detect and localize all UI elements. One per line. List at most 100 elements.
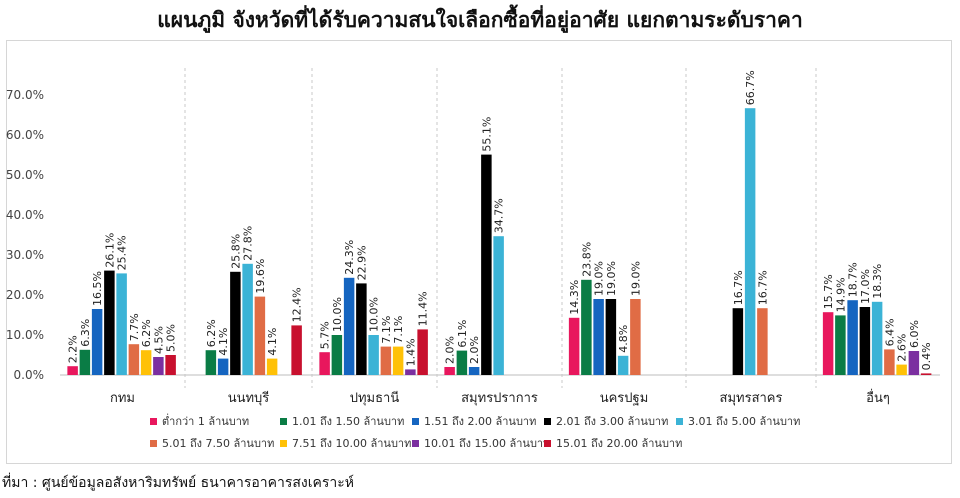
data-label: 19.0%	[629, 261, 642, 296]
category-label: นนทบุรี	[228, 390, 270, 406]
bar	[140, 350, 152, 375]
legend-swatch	[150, 440, 157, 447]
data-label: 16.5%	[91, 271, 104, 306]
data-label: 7.1%	[380, 316, 393, 344]
data-label: 2.2%	[67, 335, 80, 363]
data-label: 16.7%	[756, 270, 769, 305]
legend-swatch	[544, 418, 551, 425]
data-label: 34.7%	[493, 198, 506, 233]
category-label: ปทุมธานี	[350, 390, 400, 406]
data-label: 6.3%	[79, 319, 92, 347]
y-tick-label: 30.0%	[6, 248, 44, 262]
chart-title: แผนภูมิ จังหวัดที่ได้รับความสนใจเลือกซื้…	[157, 8, 803, 32]
bar	[732, 308, 744, 375]
bar	[242, 263, 253, 375]
data-label: 25.8%	[229, 234, 242, 269]
data-label: 2.6%	[896, 334, 909, 362]
bar	[456, 350, 468, 375]
bar	[79, 349, 91, 375]
data-label: 6.2%	[140, 319, 153, 347]
y-tick-label: 10.0%	[6, 328, 44, 342]
data-label: 4.1%	[266, 328, 279, 356]
data-label: 19.0%	[593, 261, 606, 296]
data-label: 18.3%	[871, 264, 884, 299]
bar	[630, 299, 641, 375]
data-label: 19.6%	[254, 259, 267, 294]
bar	[217, 358, 229, 375]
data-label: 4.8%	[617, 325, 630, 353]
data-label: 23.8%	[580, 242, 593, 277]
category-label: สมุทรสาคร	[720, 391, 783, 406]
bar	[468, 367, 480, 375]
data-label: 1.4%	[404, 338, 417, 366]
data-label: 18.7%	[847, 262, 860, 297]
chart-frame	[6, 40, 952, 464]
category-label: นครปฐม	[600, 391, 649, 406]
bar	[356, 283, 367, 375]
bar	[568, 317, 580, 375]
bar	[757, 308, 768, 375]
data-label: 11.4%	[417, 291, 430, 326]
data-label: 0.4%	[920, 342, 933, 370]
bar	[617, 355, 629, 375]
y-tick-label: 60.0%	[6, 128, 44, 142]
bar	[254, 296, 266, 375]
bar	[593, 299, 604, 375]
data-label: 15.7%	[822, 274, 835, 309]
data-label: 25.4%	[116, 235, 129, 270]
legend-swatch	[412, 418, 419, 425]
bar	[368, 335, 379, 375]
bar	[104, 270, 115, 375]
data-label: 16.7%	[732, 270, 745, 305]
legend-label: 5.01 ถึง 7.50 ล้านบาท	[162, 437, 274, 450]
bar	[266, 358, 278, 375]
bar	[859, 307, 871, 375]
legend-label: 1.51 ถึง 2.00 ล้านบาท	[424, 415, 536, 428]
data-label: 66.7%	[744, 70, 757, 105]
y-tick-label: 50.0%	[6, 168, 44, 182]
bar	[581, 279, 592, 375]
data-label: 6.1%	[456, 320, 469, 348]
y-tick-label: 20.0%	[6, 288, 44, 302]
legend-swatch	[150, 418, 157, 425]
data-label: 55.1%	[480, 117, 493, 152]
y-tick-label: 40.0%	[6, 208, 44, 222]
bar	[493, 236, 504, 375]
data-label: 2.0%	[444, 336, 457, 364]
bar	[230, 271, 241, 375]
bar	[128, 344, 140, 375]
bar	[744, 108, 756, 375]
legend-label: 15.01 ถึง 20.00 ล้านบาท	[556, 437, 682, 450]
data-label: 22.9%	[355, 245, 368, 280]
bar	[392, 346, 404, 375]
data-label: 6.4%	[883, 318, 896, 346]
data-label: 4.1%	[217, 328, 230, 356]
bar	[417, 329, 428, 375]
data-label: 10.0%	[368, 297, 381, 332]
bar	[405, 369, 416, 375]
y-tick-label: 70.0%	[6, 88, 44, 102]
bar	[444, 367, 455, 375]
legend-swatch	[412, 440, 419, 447]
data-label: 17.0%	[859, 269, 872, 304]
bar	[319, 352, 330, 375]
bar	[822, 312, 834, 375]
legend-label: 2.01 ถึง 3.00 ล้านบาท	[556, 415, 668, 428]
bar	[291, 325, 302, 375]
bar	[835, 315, 846, 375]
data-label: 12.4%	[291, 287, 304, 322]
category-label: สมุทรปราการ	[461, 391, 538, 406]
data-label: 10.0%	[331, 297, 344, 332]
data-label: 6.2%	[205, 319, 218, 347]
data-label: 5.0%	[165, 324, 178, 352]
legend-swatch	[280, 418, 287, 425]
data-label: 2.0%	[468, 336, 481, 364]
bar	[205, 350, 217, 375]
data-label: 7.1%	[392, 316, 405, 344]
data-label: 19.0%	[605, 261, 618, 296]
y-tick-label: 0.0%	[14, 368, 45, 382]
data-label: 4.5%	[152, 326, 165, 354]
legend-label: 1.01 ถึง 1.50 ล้านบาท	[292, 415, 404, 428]
legend-swatch	[676, 418, 683, 425]
